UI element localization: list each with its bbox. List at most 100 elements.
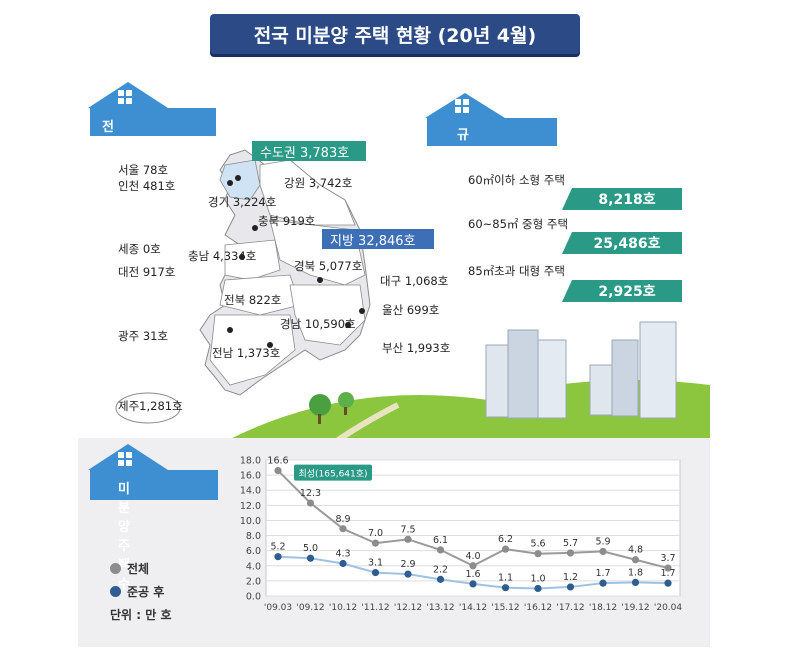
data-label-total: 5.7 <box>563 538 578 549</box>
label-daegu: 대구 1,068호 <box>380 274 449 288</box>
capital-area-tag: 수도권 3,783호 <box>252 141 366 161</box>
x-tick-label: '11.12 <box>361 603 389 613</box>
data-label-total: 16.6 <box>267 456 288 467</box>
size-label-medium: 60~85㎡ 중형 주택 <box>468 217 569 231</box>
label-gyeonggi: 경기 3,224호 <box>208 195 277 209</box>
data-label-total: 4.0 <box>465 551 480 562</box>
data-point-total <box>664 564 672 572</box>
x-tick-label: '15.12 <box>491 603 519 613</box>
house-icon <box>88 444 218 500</box>
label-gyeongnam: 경남 10,590호 <box>280 317 356 331</box>
y-tick-label: 4.0 <box>246 561 261 572</box>
data-label-completed: 1.0 <box>530 573 545 584</box>
data-point-total <box>534 550 542 558</box>
unit-label: 단위 : 만 호 <box>110 608 172 622</box>
label-jeju: 제주1,281호 <box>118 399 183 413</box>
legend-total-label: 전체 <box>127 562 150 576</box>
data-label-total: 3.7 <box>660 553 675 564</box>
data-label-total: 6.2 <box>498 534 513 545</box>
data-point-total <box>371 539 380 547</box>
national-section-title: 전국 미분양 현황 <box>102 120 114 249</box>
data-point-total <box>501 545 510 553</box>
legend-total-dot <box>110 563 121 574</box>
x-tick-label: '14.12 <box>459 603 487 613</box>
y-tick-label: 0.0 <box>246 592 261 603</box>
x-tick-label: '17.12 <box>556 603 584 613</box>
legend-completed: 준공 후 <box>110 583 164 600</box>
data-point-completed <box>599 579 607 587</box>
data-label-completed: 5.0 <box>303 543 318 554</box>
count-section-title: 미분양 주택수 <box>118 482 130 592</box>
data-label-total: 7.0 <box>368 528 383 539</box>
y-tick-label: 18.0 <box>240 456 261 467</box>
data-label-completed: 4.3 <box>335 549 350 560</box>
data-label-total: 7.5 <box>400 524 415 535</box>
data-label-completed: 5.2 <box>270 542 285 553</box>
data-label-completed: 1.2 <box>563 572 578 583</box>
data-point-total <box>306 499 315 507</box>
label-sejong: 세종 0호 <box>118 242 161 256</box>
label-ulsan: 울산 699호 <box>382 303 440 317</box>
data-label-completed: 1.7 <box>595 568 610 579</box>
y-tick-label: 8.0 <box>246 531 261 542</box>
data-label-completed: 1.6 <box>465 569 480 580</box>
data-point-completed <box>631 578 640 586</box>
x-tick-label: '16.12 <box>524 603 552 613</box>
data-point-completed <box>339 559 347 568</box>
data-label-total: 12.3 <box>300 488 321 499</box>
data-label-total: 6.1 <box>433 535 448 546</box>
x-tick-label: '19.12 <box>621 603 649 613</box>
data-point-total <box>469 562 477 570</box>
x-tick-label: '20.04 <box>654 603 683 613</box>
size-label-large: 85㎡초과 대형 주택 <box>468 264 565 278</box>
label-jeonnam: 전남 1,373호 <box>212 346 281 360</box>
data-label-completed: 1.8 <box>628 567 643 578</box>
data-point-total <box>599 547 607 556</box>
plot-area <box>265 459 681 597</box>
page-title: 전국 미분양 주택 현황 (20년 4월) <box>210 14 580 54</box>
label-gyeongbuk: 경북 5,077호 <box>294 259 363 273</box>
data-point-completed <box>664 579 672 587</box>
annotation-box <box>294 464 372 481</box>
label-gangwon: 강원 3,742호 <box>284 176 353 190</box>
y-tick-label: 6.0 <box>246 546 261 557</box>
data-label-total: 5.9 <box>595 536 610 547</box>
data-point-completed <box>436 575 445 583</box>
data-point-completed <box>566 583 575 591</box>
size-label-small: 60㎡이하 소형 주택 <box>468 173 565 187</box>
legend-completed-dot <box>110 586 121 597</box>
house-icon <box>425 93 557 146</box>
label-seoul: 서울 78호 <box>118 163 169 177</box>
data-point-total <box>339 525 347 533</box>
size-section-title: 규모별 현황 <box>457 128 469 219</box>
label-gwangju: 광주 31호 <box>118 329 169 343</box>
data-point-completed <box>469 580 477 588</box>
data-point-completed <box>274 553 282 561</box>
y-tick-label: 12.0 <box>240 501 261 512</box>
data-point-completed <box>534 584 542 593</box>
data-label-completed: 2.2 <box>433 564 448 575</box>
data-point-completed <box>371 568 380 577</box>
jeju-island <box>115 392 181 424</box>
data-point-total <box>631 556 640 564</box>
size-bar-small: 8,218호 <box>562 188 682 210</box>
annotation-text: 최성(165,641호) <box>298 469 367 480</box>
data-label-completed: 1.7 <box>660 568 675 579</box>
size-bar-large: 2,925호 <box>562 280 682 302</box>
data-point-completed <box>501 584 510 592</box>
label-chungnam: 충남 4,334호 <box>188 249 257 263</box>
data-point-completed <box>306 554 315 562</box>
x-tick-label: '13.12 <box>426 603 454 613</box>
legend-completed-label: 준공 후 <box>127 585 165 599</box>
x-tick-label: '09.12 <box>296 603 324 613</box>
data-point-total <box>566 549 575 557</box>
data-point-total <box>436 546 445 554</box>
line-chart: 0.0 2.0 4.0 6.0 8.0 10.0 12.0 14.0 16.0 18.0 '09.0… <box>240 456 683 614</box>
y-tick-label: 2.0 <box>246 576 261 587</box>
y-tick-label: 14.0 <box>240 486 261 497</box>
data-label-total: 4.8 <box>628 545 643 556</box>
data-label-completed: 2.9 <box>400 559 415 570</box>
y-tick-label: 10.0 <box>240 516 261 527</box>
data-label-total: 8.9 <box>335 514 350 525</box>
house-icon <box>88 82 216 136</box>
